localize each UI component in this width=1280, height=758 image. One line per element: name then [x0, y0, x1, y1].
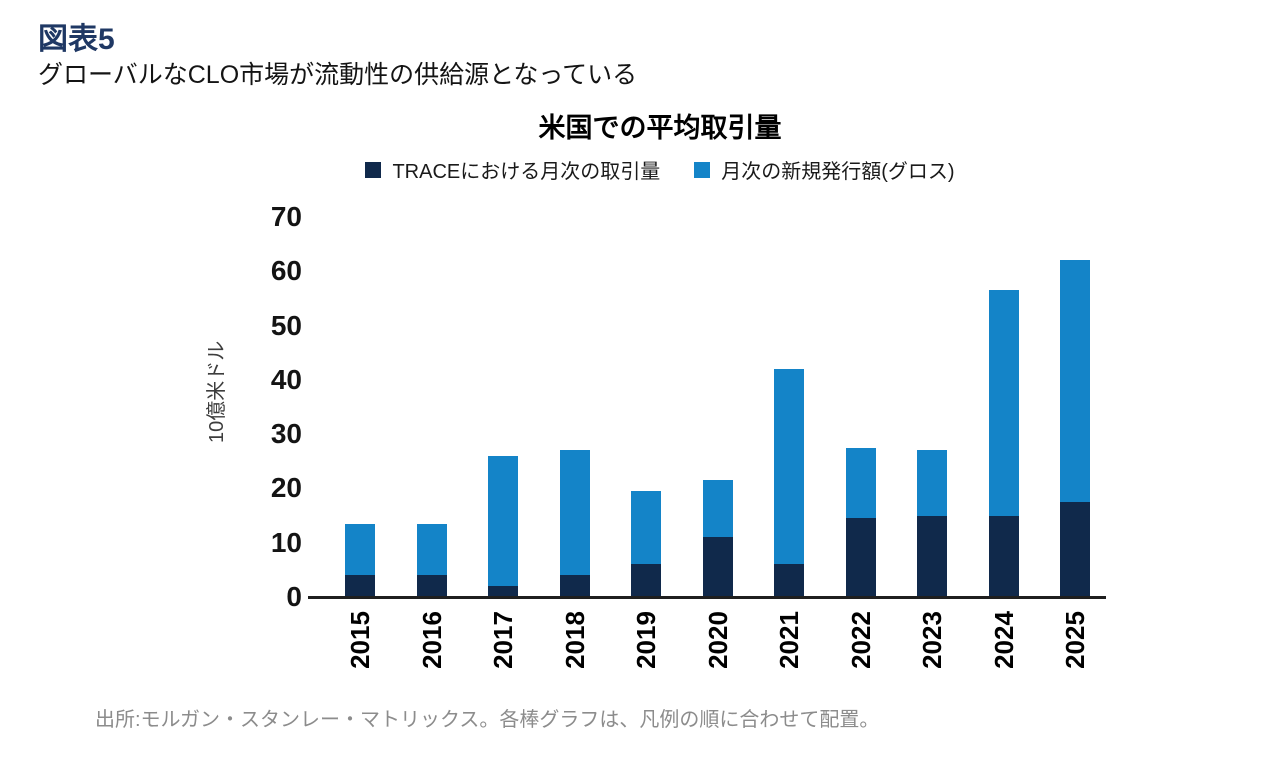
x-tick-label-2023: 2023 [917, 611, 947, 669]
chart-legend: TRACEにおける月次の取引量 月次の新規発行額(グロス) [240, 155, 1080, 184]
bar-2020-segment-trace [702, 537, 733, 597]
bar-2023-segment-issuance [917, 450, 947, 516]
x-axis-line [308, 596, 1106, 599]
x-tick-label-2024: 2024 [988, 611, 1019, 669]
legend-item-issuance: 月次の新規発行額(グロス) [694, 155, 955, 184]
figure-subtitle: グローバルなCLO市場が流動性の供給源となっている [38, 61, 638, 89]
legend-item-trace: TRACEにおける月次の取引量 [365, 155, 660, 184]
y-tick-label: 20 [270, 472, 302, 504]
bar-2017-segment-trace [488, 586, 518, 597]
x-tick-label-2019: 2019 [631, 611, 661, 669]
source-note: 出所:モルガン・スタンレー・マトリックス。各棒グラフは、凡例の順に合わせて配置。 [95, 709, 880, 731]
bar-2025-segment-trace [1060, 501, 1090, 597]
y-tick-label: 0 [286, 581, 302, 612]
bar-2022-segment-trace [845, 518, 876, 597]
x-tick-label-2022: 2022 [845, 611, 876, 669]
bar-2025-segment-issuance [1060, 260, 1090, 502]
x-tick-label-2025: 2025 [1060, 611, 1090, 669]
figure-label: 図表5 [38, 23, 115, 56]
y-tick-label: 70 [270, 200, 302, 232]
x-tick-label-2016: 2016 [416, 611, 447, 669]
chart-title: 米国での平均取引量 [538, 113, 782, 143]
y-tick-label: 30 [270, 418, 302, 450]
bar-2016-segment-issuance [416, 523, 447, 576]
x-tick-label-2017: 2017 [488, 611, 518, 669]
bar-2018-segment-issuance [559, 450, 590, 576]
legend-swatch-blue [694, 161, 711, 178]
bar-2016-segment-trace [416, 575, 447, 597]
bar-2024-segment-issuance [988, 290, 1019, 516]
legend-swatch-navy [365, 161, 382, 178]
x-tick-label-2018: 2018 [559, 611, 590, 669]
bar-2015-segment-trace [345, 575, 375, 597]
x-tick-label-2020: 2020 [702, 611, 733, 669]
legend-label-issuance: 月次の新規発行額(グロス) [721, 161, 955, 183]
bar-2019-segment-issuance [631, 491, 661, 565]
bar-2015-segment-issuance [345, 523, 375, 576]
legend-label-trace: TRACEにおける月次の取引量 [392, 161, 661, 183]
bar-2019-segment-trace [631, 564, 661, 597]
bar-2024-segment-trace [988, 515, 1019, 597]
y-tick-label: 60 [270, 255, 302, 287]
bar-2021-segment-trace [774, 564, 804, 597]
chart-header: 米国での平均取引量 [240, 106, 1080, 145]
y-tick-label: 40 [270, 363, 302, 395]
bar-2023-segment-trace [917, 515, 947, 597]
x-tick-label-2021: 2021 [774, 611, 804, 669]
x-tick-label-2015: 2015 [345, 611, 375, 669]
y-tick-label: 50 [270, 309, 302, 341]
bar-2017-segment-issuance [488, 455, 518, 587]
bar-2018-segment-trace [559, 575, 590, 597]
bar-2021-segment-issuance [774, 368, 804, 565]
bar-2022-segment-issuance [845, 447, 876, 519]
bar-2020-segment-issuance [702, 480, 733, 538]
y-tick-label: 10 [270, 526, 302, 558]
